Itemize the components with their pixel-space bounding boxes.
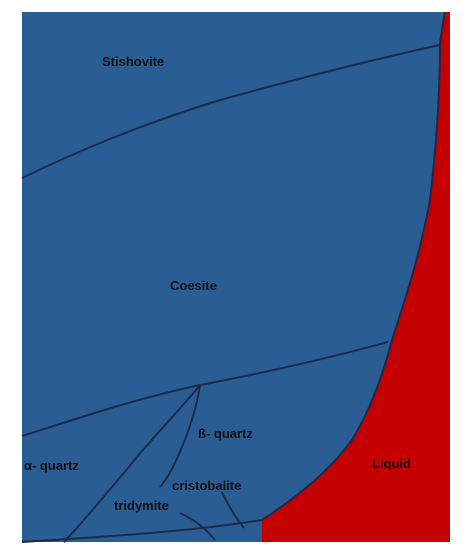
tridymite-label: tridymite: [114, 498, 169, 513]
tridymite-cristobalite-boundary: [221, 491, 245, 529]
beta-quartz-label: ß- quartz: [198, 426, 253, 441]
low-pressure-boundary: [21, 519, 263, 543]
phase-boundaries: [21, 11, 446, 543]
cristobalite-label: cristobalite: [172, 478, 241, 493]
region-labels: Stishovite Coesite ß- quartz α- quartz c…: [24, 54, 411, 513]
stishovite-coesite-boundary: [21, 44, 441, 179]
alpha-quartz-label: α- quartz: [24, 458, 79, 473]
quartz-tridymite-boundary: [159, 384, 201, 488]
tridymite-leader: [179, 512, 216, 541]
liquid-label: Liquid: [372, 456, 411, 471]
alpha-beta-quartz-boundary: [63, 384, 201, 543]
coesite-label: Coesite: [170, 278, 217, 293]
liquid-phase-field: [262, 12, 450, 542]
stishovite-label: Stishovite: [102, 54, 164, 69]
melting-curve: [261, 11, 446, 521]
